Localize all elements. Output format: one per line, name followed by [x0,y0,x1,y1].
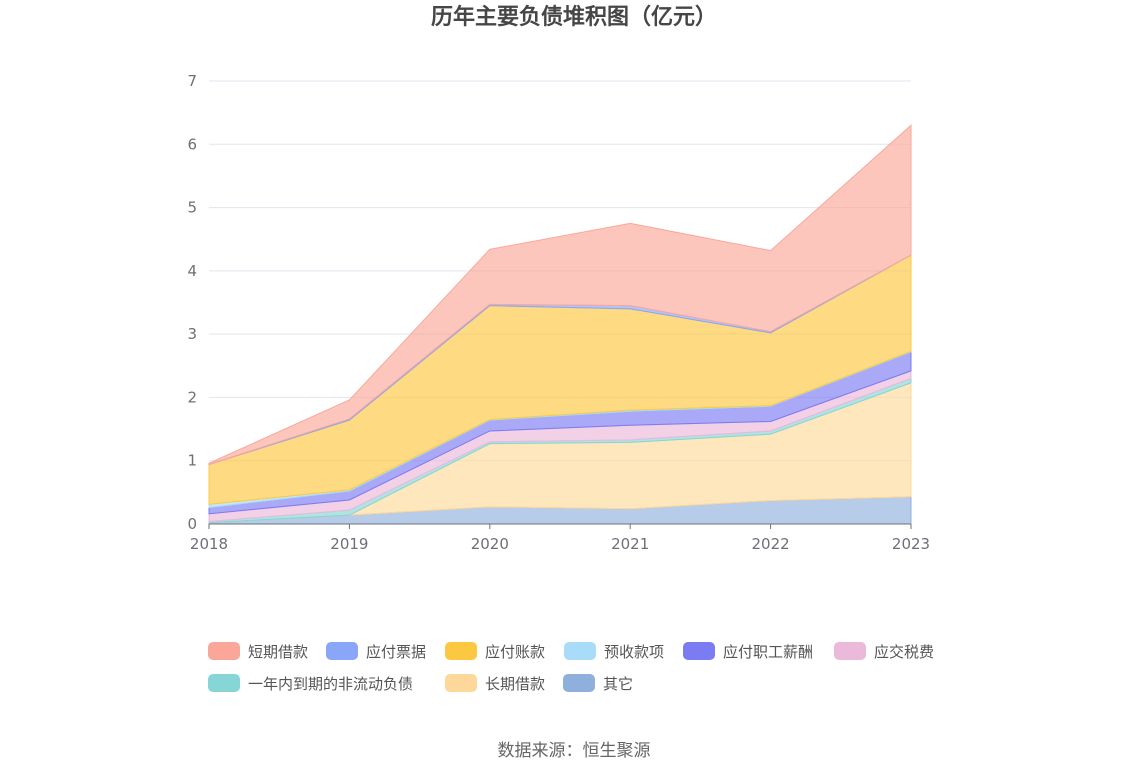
legend-swatch [563,674,595,692]
legend-item[interactable]: 应交税费 [834,640,934,662]
stacked-area-chart: 0 1 2 3 4 5 6 7 2018 2019 2020 2021 2022 2023 [187,72,930,553]
x-tick-label: 2022 [752,535,790,553]
legend-swatch [445,642,477,660]
y-tick-label: 7 [187,72,197,90]
chart-title: 历年主要负债堆积图（亿元） [430,5,717,30]
x-tick-label: 2021 [611,535,649,553]
legend-item[interactable]: 长期借款 [445,672,545,694]
legend-item[interactable]: 应付职工薪酬 [683,640,813,662]
legend-label: 一年内到期的非流动负债 [248,674,414,693]
legend-item[interactable]: 短期借款 [208,640,308,662]
area-series-8 [208,124,912,466]
y-tick-label: 1 [187,452,197,470]
legend-item[interactable]: 一年内到期的非流动负债 [208,672,413,694]
y-tick-label: 2 [187,388,197,406]
legend-swatch [445,674,477,692]
legend-item[interactable]: 其它 [563,672,633,694]
legend-swatch [208,642,240,660]
legend-label: 长期借款 [485,674,546,693]
source-note: 数据来源：恒生聚源 [497,741,651,761]
legend-item[interactable]: 应付票据 [326,640,426,662]
legend-swatch [834,642,866,660]
x-tick-label: 2018 [190,535,228,553]
legend-item[interactable]: 应付账款 [445,640,545,662]
legend-item[interactable]: 预收款项 [564,640,664,662]
legend-swatch [208,674,240,692]
legend-label: 其它 [603,674,634,693]
legend-label: 应付票据 [366,642,427,661]
x-tick-label: 2023 [892,535,930,553]
legend-swatch [326,642,358,660]
legend-swatch [683,642,715,660]
x-tick-label: 2020 [471,535,509,553]
legend-label: 应付账款 [485,642,546,661]
y-tick-label: 5 [187,199,197,217]
legend-label: 预收款项 [604,642,665,661]
legend-label: 应交税费 [874,642,935,661]
legend-label: 应付职工薪酬 [723,642,814,661]
y-tick-label: 3 [187,325,197,343]
y-tick-label: 0 [187,515,197,533]
x-tick-label: 2019 [330,535,368,553]
y-tick-label: 6 [187,135,197,153]
y-tick-label: 4 [187,262,197,280]
legend-swatch [564,642,596,660]
legend-label: 短期借款 [248,642,309,661]
